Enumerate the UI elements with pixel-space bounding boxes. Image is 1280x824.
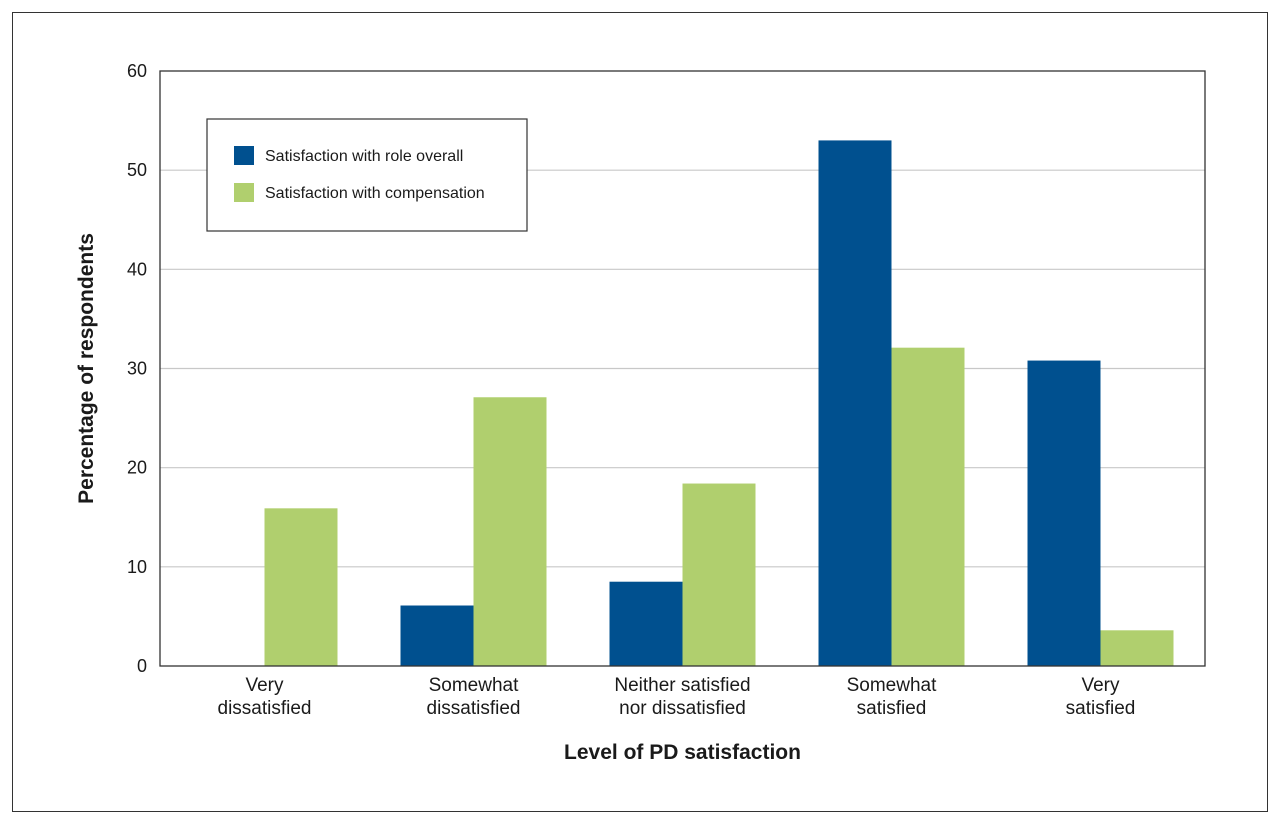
legend-swatch-role-overall: [234, 146, 254, 165]
y-tick-label: 10: [127, 557, 147, 577]
bar-role-overall-1: [400, 605, 474, 666]
x-category-label: Somewhat dissatisfied: [427, 675, 521, 719]
legend-swatch-compensation: [234, 183, 254, 202]
bar-compensation-3: [891, 347, 965, 666]
y-tick-label: 50: [127, 160, 147, 180]
bar-compensation-1: [473, 397, 547, 666]
x-axis-title: Level of PD satisfaction: [564, 741, 801, 764]
x-category-labels: Very dissatisfied Somewhat dissatisfied Neit…: [218, 675, 1136, 719]
bar-compensation-4: [1100, 630, 1174, 666]
y-tick-label: 20: [127, 458, 147, 478]
bar-role-overall-4: [1027, 360, 1101, 666]
bar-compensation-2: [682, 483, 756, 666]
bar-compensation-0: [264, 508, 338, 666]
x-category-label: Very dissatisfied: [218, 675, 312, 719]
y-tick-labels: 0 10 20 30 40 50 60: [127, 61, 147, 676]
bar-role-overall-3: [818, 140, 892, 666]
x-category-label: Somewhat satisfied: [847, 675, 937, 719]
legend-label-role-overall: Satisfaction with role overall: [265, 148, 463, 165]
x-category-label: Neither satisfied nor dissatisfied: [614, 675, 750, 719]
y-tick-label: 40: [127, 259, 147, 279]
y-tick-label: 0: [137, 656, 147, 676]
legend: Satisfaction with role overall Satisfact…: [206, 118, 528, 232]
legend-box: [206, 118, 528, 232]
bars: [264, 140, 1174, 666]
y-tick-label: 60: [127, 61, 147, 81]
legend-label-compensation: Satisfaction with compensation: [265, 185, 485, 202]
chart-frame: [12, 12, 1268, 812]
x-category-label: Very satisfied: [1066, 675, 1136, 719]
y-axis-title: Percentage of respondents: [75, 233, 98, 504]
bar-role-overall-2: [609, 581, 683, 666]
plot-area-border: [159, 70, 1206, 667]
y-tick-label: 30: [127, 359, 147, 379]
